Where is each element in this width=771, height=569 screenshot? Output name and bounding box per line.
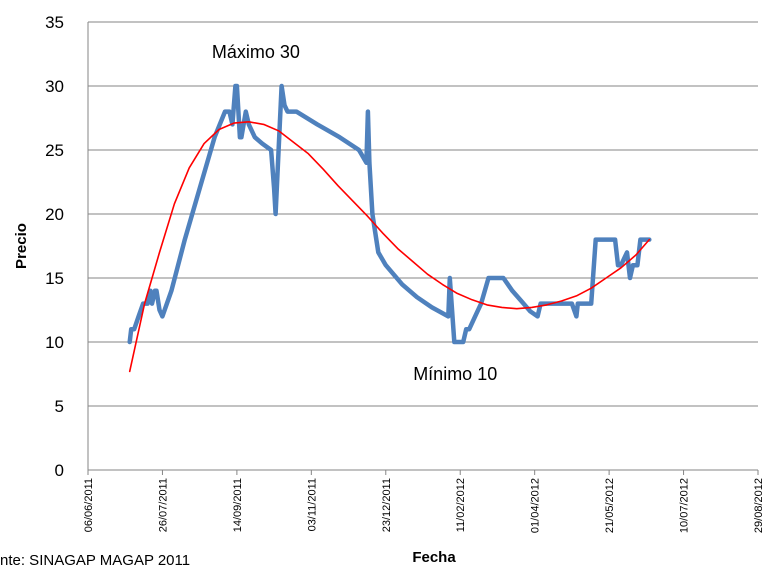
y-tick-label: 30 xyxy=(45,77,64,96)
y-tick-label: 5 xyxy=(55,397,64,416)
x-tick-labels: 06/06/2011 26/07/2011 14/09/2011 03/11/2011… xyxy=(83,478,765,533)
x-tick-label: 29/08/2012 xyxy=(753,478,765,533)
axes xyxy=(87,22,759,475)
y-tick-label: 0 xyxy=(55,461,64,480)
x-axis-title: Fecha xyxy=(412,549,456,566)
series-lines xyxy=(127,83,652,373)
x-tick-label: 21/05/2012 xyxy=(604,478,616,533)
x-tick-label: 26/07/2011 xyxy=(157,478,169,532)
source-note: nte: SINAGAP MAGAP 2011 xyxy=(0,552,191,569)
annotation-label: Mínimo 10 xyxy=(413,364,497,384)
trendline xyxy=(128,121,651,373)
y-tick-label: 25 xyxy=(45,141,64,160)
price-series-line xyxy=(127,83,652,345)
x-tick-label: 03/11/2011 xyxy=(306,478,318,531)
y-tick-labels: 0 5 10 15 20 25 30 35 xyxy=(45,13,64,480)
y-axis-title: Precio xyxy=(13,223,30,269)
annotations: Máximo 30 Mínimo 10 xyxy=(212,42,497,384)
y-tick-label: 15 xyxy=(45,269,64,288)
x-tick-label: 06/06/2011 xyxy=(83,478,95,532)
x-tick-label: 11/02/2012 xyxy=(455,478,467,532)
y-tick-label: 10 xyxy=(45,333,64,352)
x-tick-label: 10/07/2012 xyxy=(679,478,691,533)
x-tick-label: 14/09/2011 xyxy=(232,478,244,532)
y-tick-label: 20 xyxy=(45,205,64,224)
y-tick-label: 35 xyxy=(45,13,64,32)
annotation-label: Máximo 30 xyxy=(212,42,300,62)
x-tick-label: 01/04/2012 xyxy=(530,478,542,533)
gridlines xyxy=(88,21,758,407)
x-tick-label: 23/12/2011 xyxy=(381,478,393,532)
